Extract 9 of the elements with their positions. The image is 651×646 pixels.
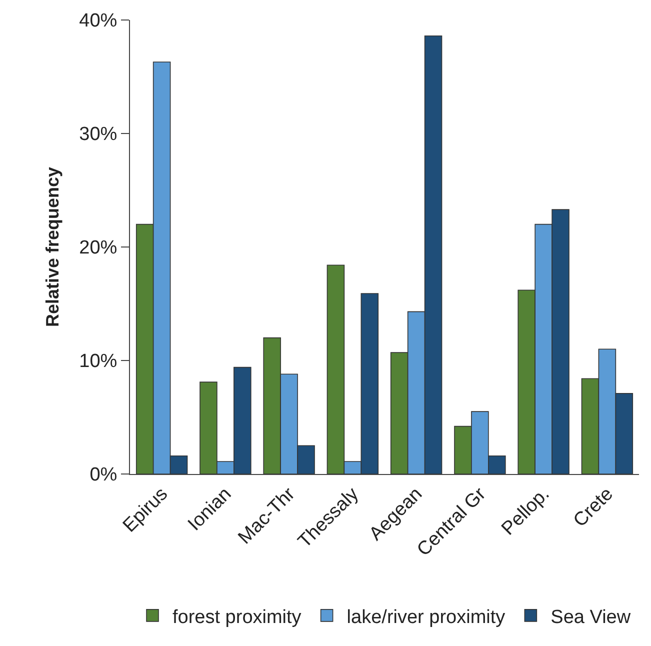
y-tick-label: 0% xyxy=(90,464,118,486)
y-tick-label: 30% xyxy=(79,124,118,146)
y-tick-label: 20% xyxy=(79,238,118,259)
legend-label: forest proximity xyxy=(172,606,302,628)
legend-label: lake/river proximity xyxy=(346,606,506,628)
legend-label: Sea View xyxy=(550,606,631,628)
y-tick-label: 10% xyxy=(79,351,118,372)
y-tick-label: 40% xyxy=(79,10,118,32)
y-axis-title: Relative frequency xyxy=(42,166,62,328)
